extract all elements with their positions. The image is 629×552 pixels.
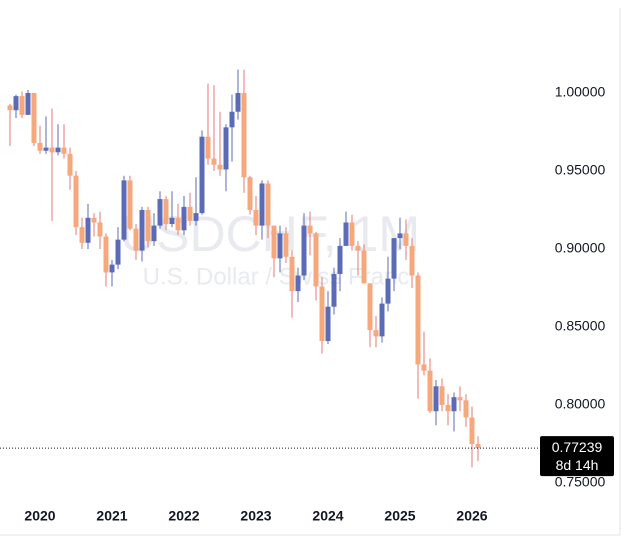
candle-body <box>157 199 163 226</box>
candle-body <box>139 210 145 251</box>
candle-body <box>229 111 235 128</box>
candle-body <box>259 183 265 226</box>
candle-body <box>61 147 67 154</box>
candle-body <box>469 417 475 444</box>
candle-body <box>235 93 241 112</box>
x-tick-label: 2024 <box>312 508 343 524</box>
x-tick-label: 2020 <box>24 508 55 524</box>
candle-body <box>205 136 211 159</box>
candle-body <box>295 275 301 292</box>
y-tick-label: 0.95000 <box>555 162 606 178</box>
candle-body <box>13 96 19 111</box>
candle-body <box>133 228 139 251</box>
candle-body <box>31 93 37 143</box>
candle-body <box>187 206 193 221</box>
y-tick-label: 1.00000 <box>555 84 606 100</box>
candle-body <box>181 206 187 231</box>
candle-body <box>121 180 127 240</box>
candle-body <box>301 225 307 276</box>
candle-body <box>265 183 271 226</box>
candle-body <box>439 386 445 405</box>
y-tick-label: 0.90000 <box>555 240 606 256</box>
candle-body <box>343 222 349 246</box>
candle-body <box>241 93 247 178</box>
candle-body <box>43 147 49 151</box>
candle-body <box>445 404 451 412</box>
candle-body <box>337 245 343 274</box>
candle-body <box>451 397 457 412</box>
candle-body <box>319 286 325 342</box>
candle-body <box>463 400 469 418</box>
last-price-label: 0.77239 <box>552 439 603 455</box>
candle-body <box>223 127 229 170</box>
candle-body <box>73 175 79 228</box>
x-tick-label: 2022 <box>168 508 199 524</box>
candle-body <box>385 278 391 304</box>
candle-body <box>361 250 367 284</box>
candle-body <box>169 217 175 225</box>
candle-body <box>475 443 481 449</box>
candle-body <box>349 222 355 246</box>
candle-body <box>325 306 331 342</box>
candle-body <box>175 217 181 231</box>
candle-body <box>97 222 103 237</box>
y-tick-label: 0.80000 <box>555 396 606 412</box>
candle-body <box>91 217 97 223</box>
x-tick-label: 2025 <box>384 508 415 524</box>
candle-body <box>307 225 313 234</box>
candle-body <box>217 164 223 170</box>
x-tick-label: 2026 <box>456 508 487 524</box>
candle-body <box>67 153 73 176</box>
candle-body <box>289 256 295 292</box>
candle-body <box>151 225 157 242</box>
candle-body <box>379 303 385 337</box>
candle-body <box>277 233 283 259</box>
candle-body <box>373 330 379 337</box>
candle-body <box>403 233 409 246</box>
candle-body <box>433 386 439 412</box>
candle-body <box>391 238 397 279</box>
candle-body <box>409 245 415 276</box>
candle-body <box>49 147 55 153</box>
candle-body <box>253 210 259 226</box>
candle-body <box>37 142 43 151</box>
candle-body <box>25 93 31 115</box>
candle-body <box>331 273 337 307</box>
candle-body <box>355 245 361 251</box>
candle-body <box>211 158 217 165</box>
candle-body <box>55 147 61 153</box>
candle-body <box>421 364 427 371</box>
candle-body <box>127 180 133 229</box>
candle-body <box>367 283 373 331</box>
y-tick-label: 0.75000 <box>555 474 606 490</box>
x-tick-label: 2021 <box>96 508 127 524</box>
candle-body <box>313 233 319 287</box>
candle-body <box>193 213 199 221</box>
countdown: 8d 14h <box>556 457 599 473</box>
last-price-box <box>540 436 614 477</box>
candle-body <box>103 236 109 273</box>
y-tick-label: 0.85000 <box>555 318 606 334</box>
candle-body <box>415 275 421 365</box>
candle-body <box>109 264 115 273</box>
candle-body <box>199 136 205 214</box>
candle-body <box>397 233 403 239</box>
candle-body <box>427 370 433 412</box>
candle-body <box>271 225 277 259</box>
candle-body <box>115 239 121 265</box>
candle-body <box>85 217 91 243</box>
candle-body <box>163 199 169 225</box>
candle-body <box>79 227 85 243</box>
candle-body <box>283 233 289 257</box>
candle-body <box>457 397 463 401</box>
x-tick-label: 2023 <box>240 508 271 524</box>
candle-body <box>7 105 13 111</box>
candle-body <box>145 210 151 242</box>
candle-body <box>247 177 253 211</box>
candle-body <box>19 96 25 115</box>
